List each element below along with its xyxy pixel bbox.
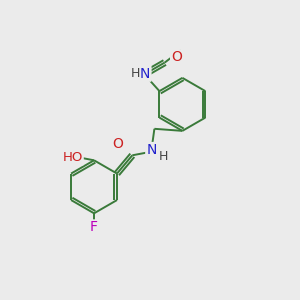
Text: F: F — [90, 220, 98, 234]
Text: H: H — [159, 150, 169, 163]
Text: N: N — [146, 143, 157, 157]
Text: N: N — [140, 67, 151, 81]
Text: O: O — [171, 50, 182, 64]
Text: H: H — [130, 67, 140, 80]
Text: HO: HO — [62, 152, 83, 164]
Text: O: O — [113, 137, 124, 151]
